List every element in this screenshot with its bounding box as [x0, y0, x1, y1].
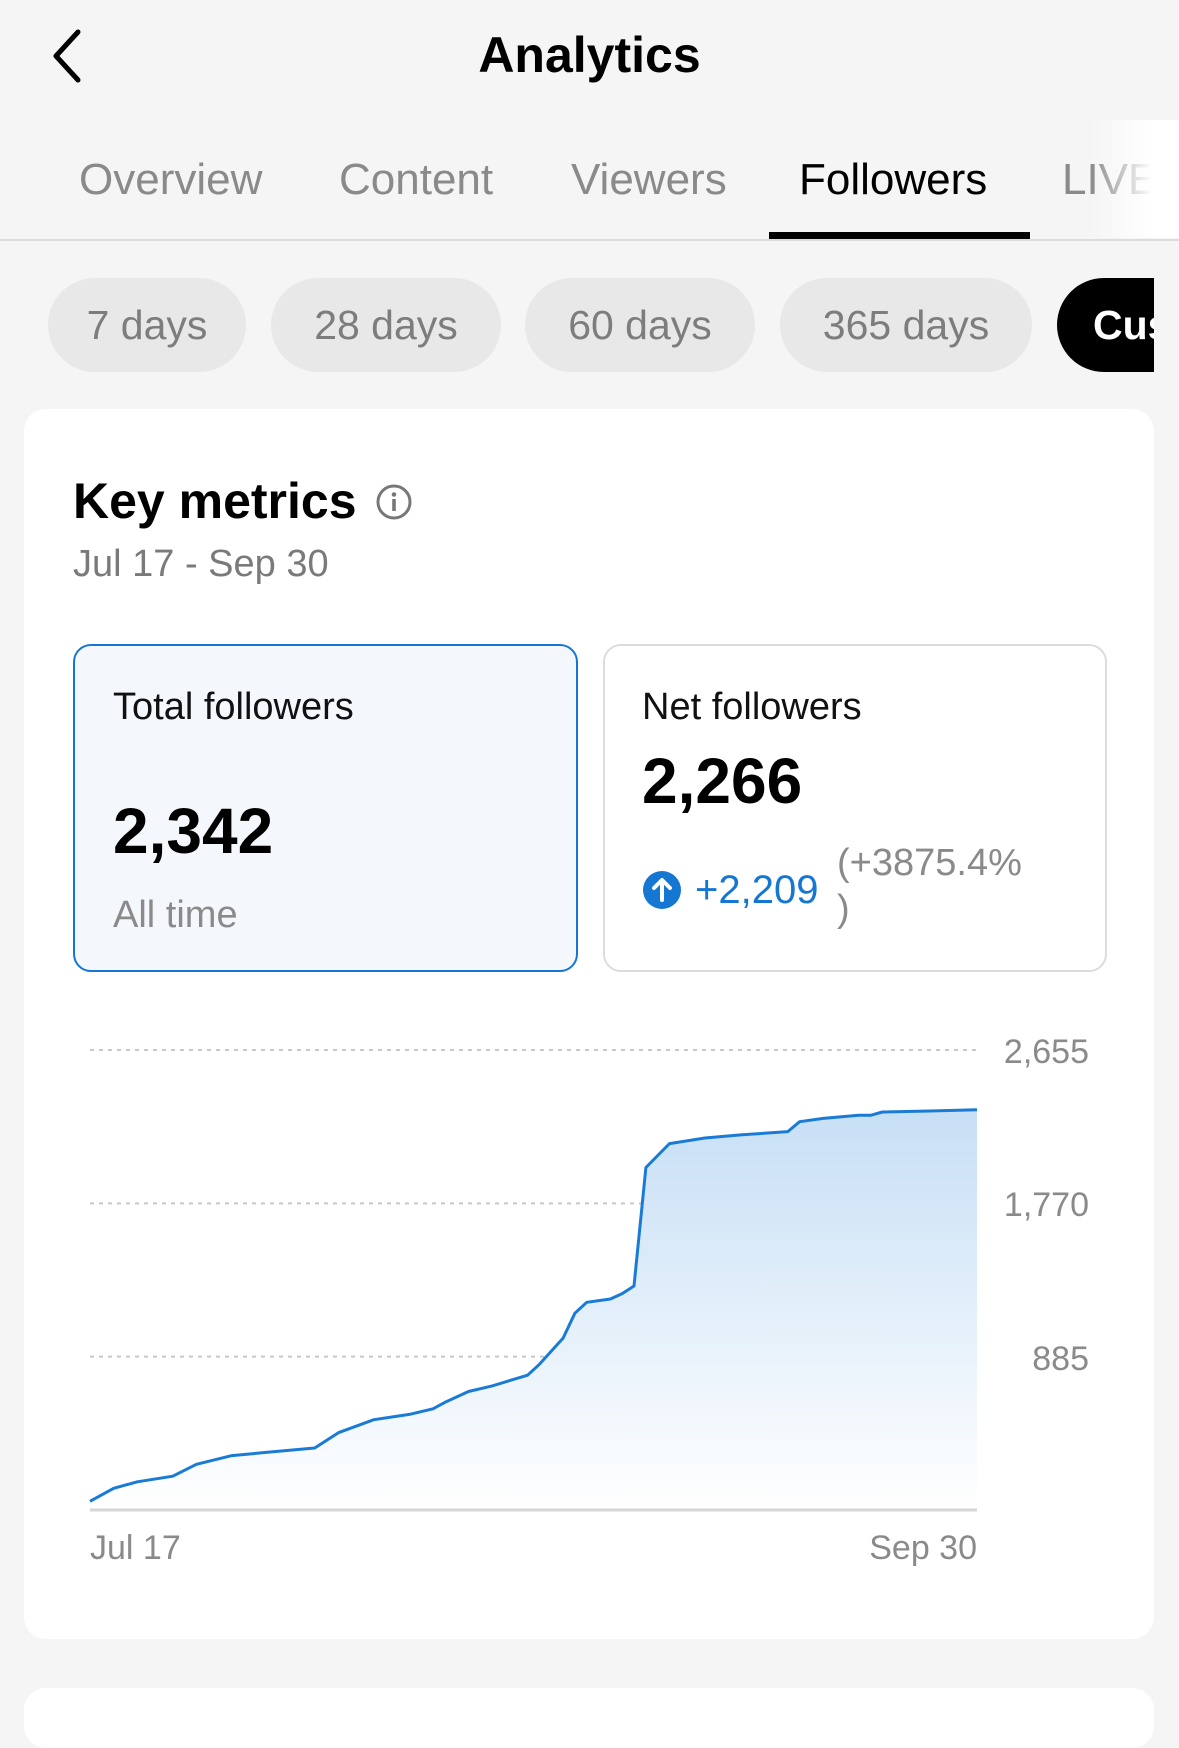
tab-viewers[interactable]: Viewers [571, 155, 727, 204]
tab-scroll-fade [1090, 120, 1179, 238]
chart-area-fill [90, 1109, 977, 1510]
net-followers-value: 2,266 [642, 745, 803, 817]
total-followers-box[interactable]: Total followers 2,342 All time [73, 644, 578, 972]
net-followers-change: +2,209 [695, 868, 819, 912]
tab-content[interactable]: Content [339, 155, 494, 204]
divider [0, 239, 1179, 241]
net-followers-box[interactable]: Net followers 2,266 +2,209 (+3875.4% ) [603, 644, 1107, 972]
tab-followers[interactable]: Followers [799, 155, 988, 204]
net-followers-label: Net followers [642, 686, 862, 728]
chart-line [89, 1108, 978, 1503]
net-followers-change-pct: (+3875.4% [837, 842, 1022, 884]
net-followers-change-pct-close: ) [837, 888, 850, 930]
y-tick-label: 1,770 [1004, 1186, 1089, 1224]
info-icon[interactable] [376, 484, 412, 520]
range-28-days[interactable]: 28 days [271, 278, 501, 372]
total-followers-label: Total followers [113, 686, 354, 728]
y-tick-label: 885 [1032, 1340, 1089, 1378]
date-range: Jul 17 - Sep 30 [73, 543, 329, 585]
range-365-days[interactable]: 365 days [780, 278, 1032, 372]
key-metrics-title: Key metrics [73, 473, 357, 529]
tab-overview[interactable]: Overview [79, 155, 263, 204]
range-custom[interactable]: Cus [1057, 278, 1154, 372]
y-tick-label: 2,655 [1004, 1033, 1089, 1071]
total-followers-value: 2,342 [113, 795, 274, 867]
range-7-days[interactable]: 7 days [48, 278, 246, 372]
range-60-days[interactable]: 60 days [525, 278, 755, 372]
page-title: Analytics [478, 27, 701, 83]
x-tick-label: Sep 30 [869, 1529, 977, 1567]
next-card [24, 1688, 1154, 1748]
arrow-up-circle-icon [643, 871, 681, 909]
followers-chart: 2,655 1,770 885 Jul 17 Sep 30 [89, 1033, 1089, 1567]
x-tick-label: Jul 17 [90, 1529, 181, 1567]
total-followers-sub: All time [113, 894, 238, 936]
chevron-left-icon[interactable] [48, 28, 98, 84]
active-tab-indicator [769, 232, 1030, 239]
